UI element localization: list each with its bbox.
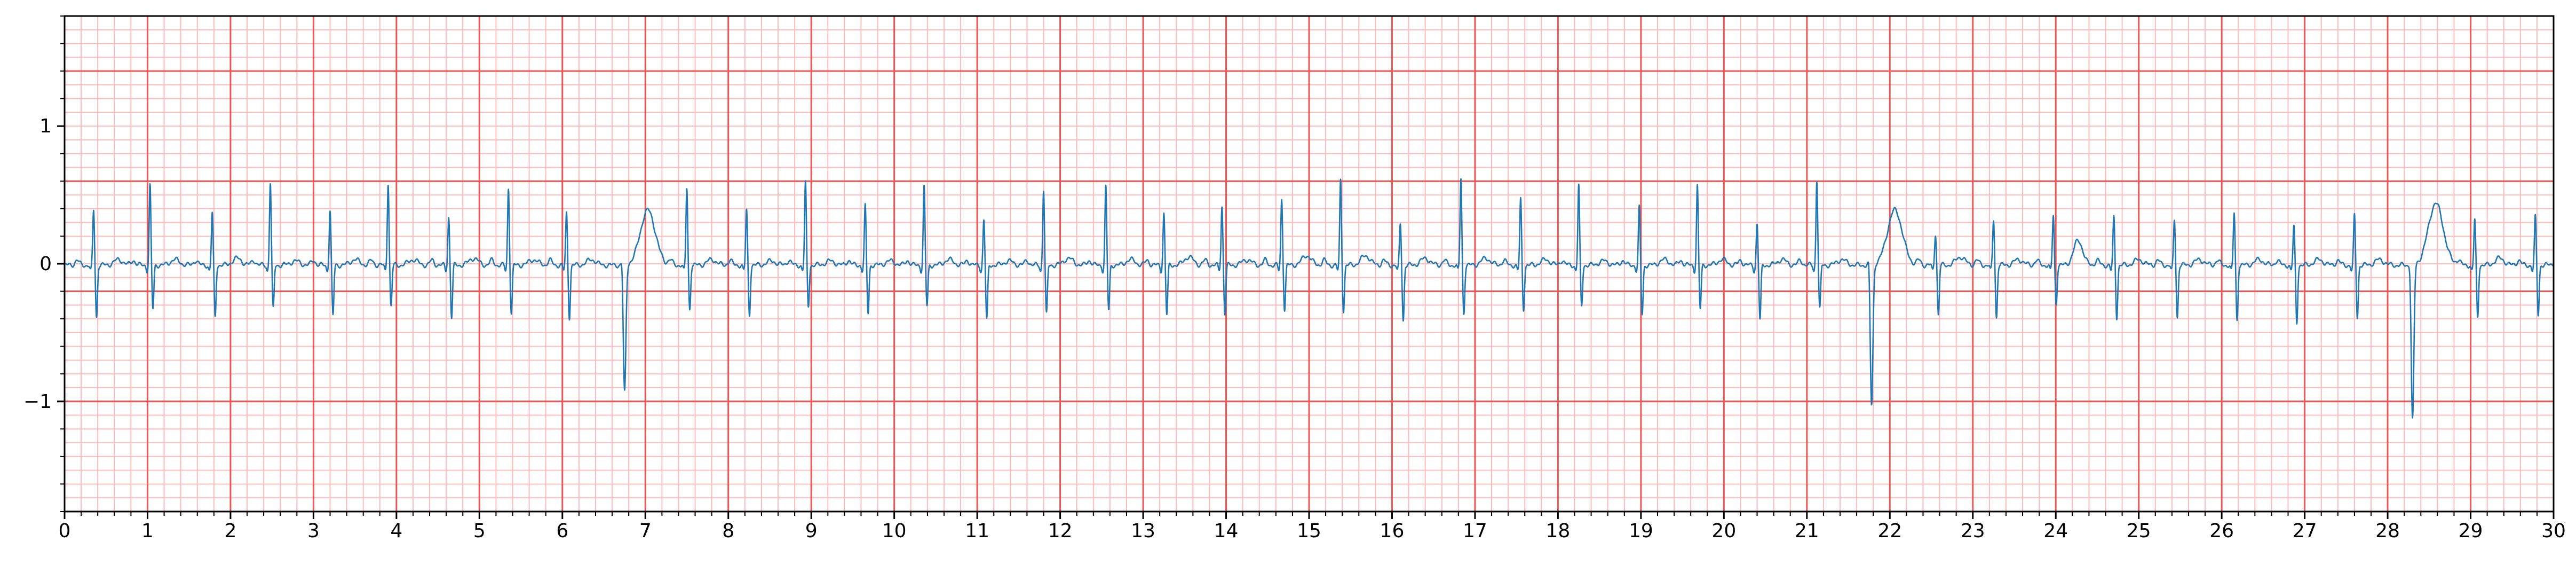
tick-marks [57, 15, 2555, 519]
x-tick-label: 15 [1297, 520, 1321, 542]
x-tick-label: 22 [1877, 520, 1902, 542]
y-tick-label: 0 [39, 253, 52, 275]
x-tick-label: 10 [882, 520, 907, 542]
x-tick-label: 17 [1463, 520, 1487, 542]
ecg-trace-line [64, 178, 2554, 419]
x-tick-label: 0 [59, 520, 71, 542]
x-tick-label: 24 [2043, 520, 2068, 542]
x-tick-label: 16 [1380, 520, 1405, 542]
x-tick-label: 23 [1961, 520, 1985, 542]
y-tick-label: −1 [23, 391, 52, 413]
x-tick-label: 18 [1545, 520, 1570, 542]
x-tick-label: 7 [639, 520, 652, 542]
x-tick-label: 12 [1048, 520, 1073, 542]
series-layer [64, 178, 2554, 419]
x-tick-label: 8 [722, 520, 734, 542]
x-tick-label: 1 [141, 520, 154, 542]
x-tick-label: 29 [2459, 520, 2483, 542]
x-tick-label: 27 [2293, 520, 2317, 542]
x-tick-label: 6 [556, 520, 568, 542]
x-tick-label: 26 [2209, 520, 2234, 542]
x-tick-label: 5 [473, 520, 486, 542]
x-tick-label: 3 [307, 520, 320, 542]
x-tick-label: 19 [1629, 520, 1653, 542]
x-tick-label: 28 [2375, 520, 2400, 542]
x-tick-label: 9 [805, 520, 818, 542]
x-tick-label: 20 [1711, 520, 1736, 542]
x-tick-label: 4 [390, 520, 402, 542]
x-tick-label: 25 [2127, 520, 2151, 542]
x-tick-label: 13 [1131, 520, 1155, 542]
y-tick-label: 1 [39, 115, 52, 137]
x-tick-label: 30 [2541, 520, 2566, 542]
x-tick-label: 14 [1214, 520, 1239, 542]
x-tick-label: 21 [1795, 520, 1819, 542]
tick-labels: 0 1 2 3 4 5 6 7 8 9 10 11 12 13 14 15 16 17 18 19 20 21 22 23 24… [23, 115, 2566, 542]
x-tick-label: 2 [224, 520, 236, 542]
x-tick-label: 11 [965, 520, 989, 542]
